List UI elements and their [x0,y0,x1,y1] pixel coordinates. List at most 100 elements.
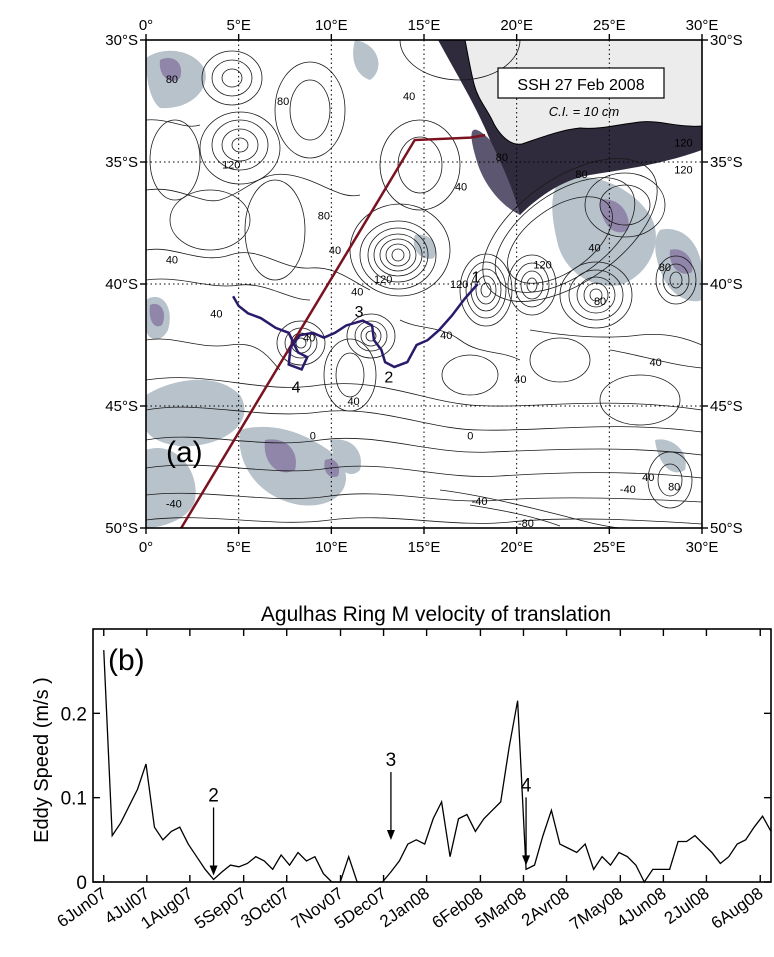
eddy-contour [589,288,603,302]
lon-tick-label-bottom: 0° [139,539,153,556]
contour-label: 40 [329,245,341,257]
lon-tick-label-bottom: 15°E [408,539,441,556]
coastal-gradient-band-mid [471,129,520,215]
lon-tick-label-bottom: 10°E [315,539,348,556]
eddy-contour [397,136,443,194]
lat-tick-label-left: 35°S [105,154,138,171]
shade-region [264,439,296,473]
eddy-contour [559,261,633,329]
zonal-contour [609,349,702,369]
eddy-contour [379,238,417,272]
annotation-label: 3 [386,750,397,771]
zonal-contour [146,119,201,127]
shade-region [600,199,629,233]
eddy-contour [465,261,507,319]
eddy-contour [335,352,365,398]
eddy-contour [599,374,681,426]
eddy-contour [655,255,697,305]
annotation-arrowhead [386,830,395,841]
eddy-contour [576,276,616,314]
eddy-contour [199,111,281,185]
contour-interval: C.I. = 10 cm [549,104,620,119]
track-labels: 1 2 3 4 [292,270,481,397]
eddy-contour [514,262,550,308]
zonal-contour [146,278,311,301]
map-panel-label: (a) [166,436,203,469]
track-position-label: 1 [471,270,480,287]
eddy-contour [373,233,423,277]
section-line [180,133,486,528]
speed-chart-panel: Agulhas Ring M velocity of translation E… [31,603,772,934]
contour-label: -40 [620,484,636,496]
eddy-contour [201,50,263,106]
zonal-contour [146,377,702,411]
eddy-contour [599,184,651,226]
contour-label: 120 [674,164,692,176]
lon-tick-label-top: 0° [139,17,153,34]
zonal-contour [146,492,702,503]
ssh-title-box-frame [497,67,665,99]
lat-tick-label-right: 45°S [710,398,743,415]
contour-label: 40 [166,255,178,267]
contour-label: 120 [674,137,692,149]
lat-tick-label-right: 35°S [710,154,743,171]
eddy-contour [662,263,690,297]
shade-region [146,448,196,528]
eddy-contour [385,243,411,267]
contour-label: 40 [347,396,359,408]
contour-label: 40 [210,308,222,320]
lon-tick-label-bottom: 25°E [593,539,626,556]
annotation-label: 4 [521,775,532,796]
contour-label: 0 [467,430,473,442]
zonal-contour [146,173,361,202]
contour-label: 80 [277,96,289,108]
zonal-contour [146,406,702,433]
eddy-contour [231,137,249,153]
contour-label: 80 [318,211,330,223]
lon-tick-label-bottom: 20°E [500,539,533,556]
speed-series-line [103,650,772,884]
x-tick-label: 2Avr08 [518,884,573,930]
contour-label: 40 [650,357,662,369]
eddy-contour [391,248,405,262]
lat-tick-label-left: 40°S [105,276,138,293]
annotation-arrowhead [522,855,531,866]
contour-label: 40 [403,91,415,103]
shade-region [159,58,182,81]
lon-tick-label-top: 15°E [408,17,441,34]
chart-annotations: 2 3 4 [208,750,532,876]
lat-tick-label-left: 45°S [105,398,138,415]
eddy-contour [529,337,591,383]
eddy-contour [221,68,243,88]
contour-label: 40 [642,472,654,484]
contour-label: 80 [166,74,178,86]
eddy-contour [149,119,201,201]
eddy-contour [507,254,557,316]
eddy-contour [169,189,251,251]
lon-tick-label-bottom: 5°E [226,539,250,556]
lon-tick-label-top: 25°E [593,17,626,34]
contour-label: 120 [450,279,468,291]
eddy-contour [482,158,658,302]
shade-region [413,234,436,259]
zonal-contour [146,464,702,479]
x-tick-label: 2Jan08 [376,884,433,932]
shade-region [353,40,379,80]
contour-label: 80 [668,482,680,494]
contour-label: -40 [472,496,488,508]
eddy-contour [295,337,307,349]
zonal-contour [439,489,621,528]
lon-tick-label-top: 10°E [315,17,348,34]
eddy-contour [221,128,259,162]
contour-label: 40 [440,330,452,342]
contour-label: 0 [310,430,316,442]
eddy-contour [346,313,396,359]
contour-label: 40 [514,374,526,386]
lat-tick-label-right: 50°S [710,520,743,537]
eddy-contour [583,282,609,308]
chart-y-axis-label: Eddy Speed (m/s ) [31,677,53,843]
